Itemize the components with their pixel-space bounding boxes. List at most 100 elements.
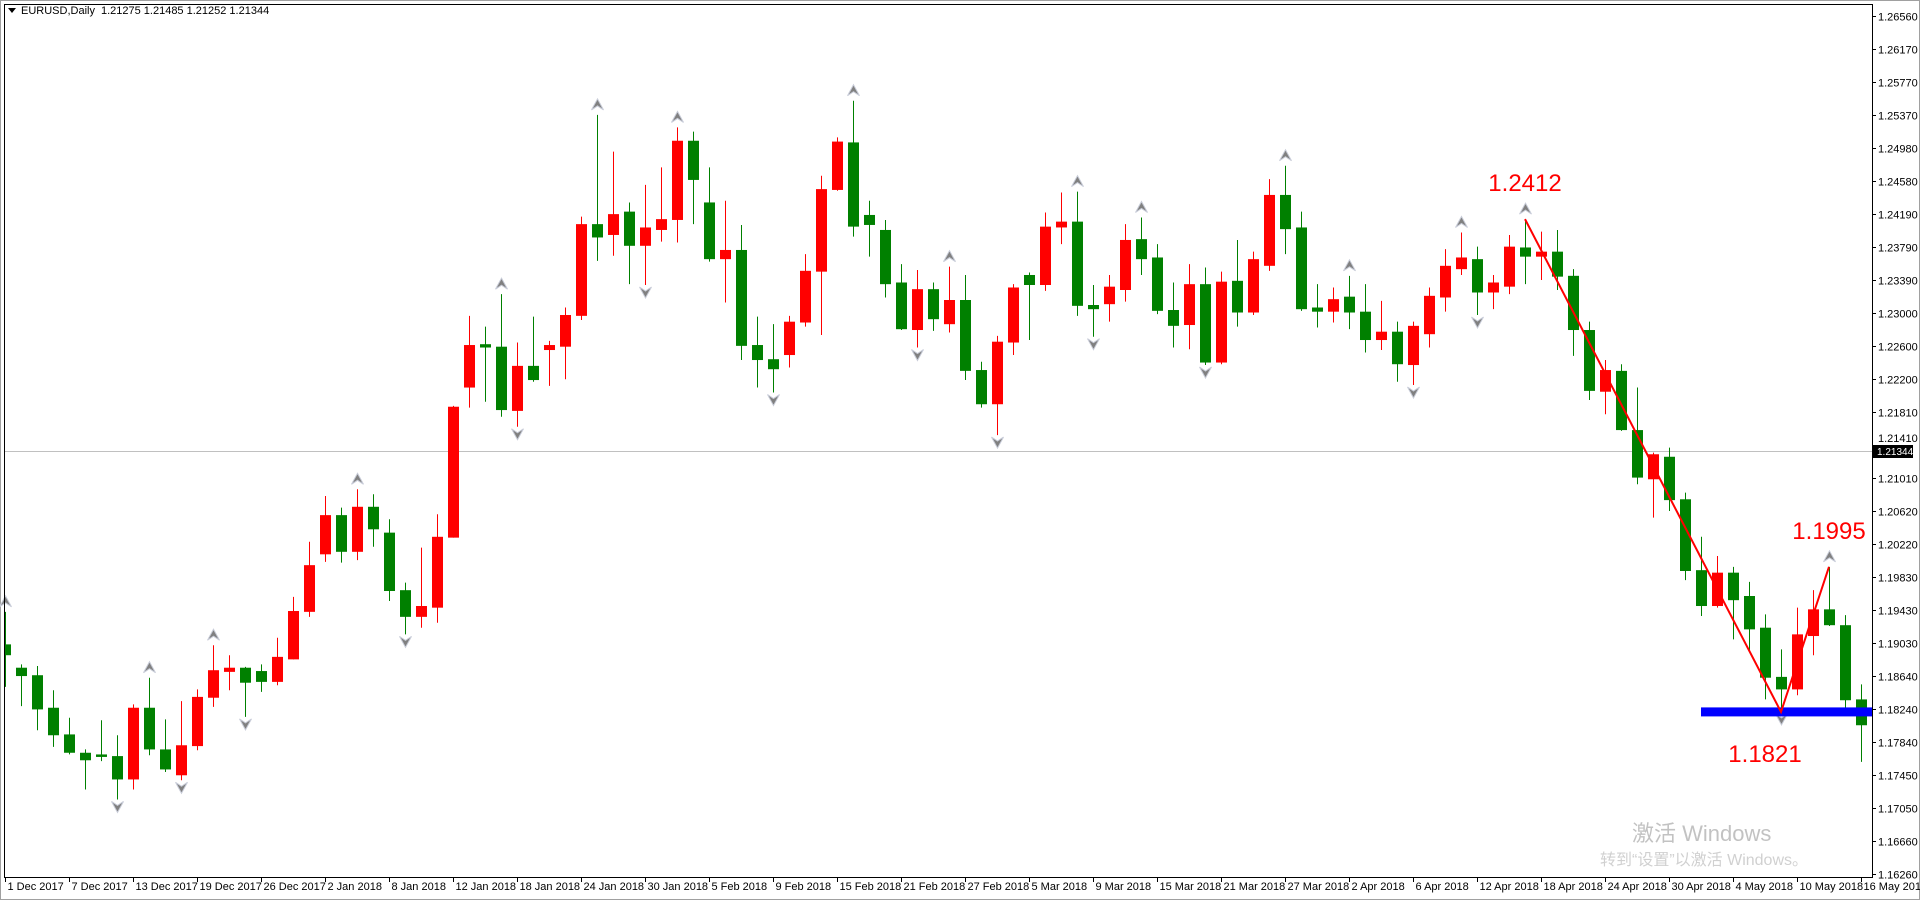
candle bbox=[1296, 212, 1307, 311]
fractal-down-arrow-icon bbox=[400, 636, 412, 647]
candle bbox=[400, 583, 411, 635]
candle bbox=[1472, 247, 1483, 315]
y-axis-label: 1.19830 bbox=[1878, 573, 1918, 585]
candle bbox=[736, 225, 747, 360]
candle bbox=[352, 489, 363, 560]
fractal-down-arrow-icon bbox=[512, 429, 524, 440]
candle bbox=[1136, 217, 1147, 275]
candle bbox=[1280, 166, 1291, 254]
y-axis-label: 1.21010 bbox=[1878, 474, 1918, 486]
candle bbox=[752, 317, 763, 388]
bear-candle-body bbox=[1280, 195, 1291, 229]
bear-candle-body bbox=[624, 212, 635, 246]
y-axis-label: 1.20620 bbox=[1878, 507, 1918, 519]
candle bbox=[1488, 275, 1499, 309]
candle bbox=[640, 185, 651, 285]
x-axis-label: 18 Apr 2018 bbox=[1544, 881, 1603, 893]
y-axis-label: 1.18240 bbox=[1878, 705, 1918, 717]
bear-candle-body bbox=[336, 515, 347, 552]
candle bbox=[816, 176, 827, 335]
bull-candle-body bbox=[352, 507, 363, 552]
fractal-down-arrow-icon bbox=[1408, 387, 1420, 398]
candle bbox=[1008, 284, 1019, 355]
candle bbox=[1120, 224, 1131, 302]
bear-candle-body bbox=[240, 668, 251, 683]
candle bbox=[1744, 582, 1755, 651]
bear-candle-body bbox=[960, 300, 971, 371]
candle bbox=[1040, 212, 1051, 290]
bull-candle-body bbox=[1184, 284, 1195, 325]
bear-candle-body bbox=[80, 753, 91, 761]
dropdown-triangle-icon[interactable] bbox=[8, 8, 16, 13]
x-axis-label: 21 Feb 2018 bbox=[904, 881, 966, 893]
bull-candle-body bbox=[1264, 195, 1275, 266]
x-axis-label: 27 Feb 2018 bbox=[968, 881, 1030, 893]
x-axis-label: 2 Jan 2018 bbox=[328, 881, 382, 893]
candle bbox=[496, 294, 507, 417]
bull-candle-body bbox=[1376, 332, 1387, 340]
fractal-down-arrow-icon bbox=[912, 350, 924, 361]
y-axis-label: 1.17050 bbox=[1878, 804, 1918, 816]
bull-candle-body bbox=[656, 219, 667, 230]
x-axis-label: 24 Apr 2018 bbox=[1608, 881, 1667, 893]
fractal-down-arrow-icon bbox=[112, 801, 124, 812]
bull-candle-body bbox=[672, 141, 683, 220]
bear-candle-body bbox=[400, 590, 411, 617]
fractal-down-arrow-icon bbox=[768, 395, 780, 406]
candle bbox=[1840, 615, 1851, 714]
ohlc-values: 1.21275 1.21485 1.21252 1.21344 bbox=[101, 5, 269, 17]
candle bbox=[944, 267, 955, 333]
y-axis-label: 1.24580 bbox=[1878, 177, 1918, 189]
bear-candle-body bbox=[1840, 625, 1851, 700]
fractal-up-arrow-icon bbox=[848, 85, 860, 96]
candle bbox=[160, 719, 171, 772]
candle bbox=[592, 115, 603, 261]
candle bbox=[1344, 276, 1355, 329]
candle bbox=[1648, 453, 1659, 518]
bear-candle-body bbox=[704, 202, 715, 259]
bear-candle-body bbox=[1744, 596, 1755, 629]
candle bbox=[1408, 322, 1419, 385]
candle bbox=[448, 406, 459, 538]
y-axis-label: 1.16260 bbox=[1878, 870, 1918, 882]
candle bbox=[976, 362, 987, 408]
bear-candle-body bbox=[928, 289, 939, 319]
zigzag-price-label: 1.2412 bbox=[1488, 170, 1561, 197]
y-axis-label: 1.18640 bbox=[1878, 672, 1918, 684]
candle bbox=[864, 201, 875, 257]
bear-candle-body bbox=[768, 359, 779, 369]
candle bbox=[896, 264, 907, 330]
bull-candle-body bbox=[544, 345, 555, 350]
candle bbox=[416, 548, 427, 628]
candle bbox=[848, 101, 859, 237]
bull-candle-body bbox=[512, 366, 523, 411]
x-axis-label: 26 Dec 2017 bbox=[264, 881, 326, 893]
bull-candle-body bbox=[416, 606, 427, 617]
fractal-up-arrow-icon bbox=[1344, 260, 1356, 271]
bull-candle-body bbox=[560, 315, 571, 347]
fractal-up-arrow-icon bbox=[592, 99, 604, 110]
fractal-up-arrow-icon bbox=[0, 596, 12, 607]
candle bbox=[112, 735, 123, 799]
bull-candle-body bbox=[464, 345, 475, 388]
bear-candle-body bbox=[48, 708, 59, 736]
activation-watermark: 激活 Windows bbox=[1632, 816, 1771, 848]
candle bbox=[240, 667, 251, 717]
fractal-up-arrow-icon bbox=[944, 251, 956, 262]
candle bbox=[1504, 235, 1515, 294]
bull-candle-body bbox=[912, 289, 923, 330]
candle bbox=[1248, 252, 1259, 315]
x-axis-label: 4 May 2018 bbox=[1736, 881, 1793, 893]
candle bbox=[1152, 244, 1163, 314]
bear-candle-body bbox=[1664, 457, 1675, 500]
x-axis-label: 24 Jan 2018 bbox=[584, 881, 645, 893]
candle bbox=[656, 167, 667, 241]
candle bbox=[1536, 232, 1547, 280]
candle bbox=[1424, 287, 1435, 347]
fractal-up-arrow-icon bbox=[1824, 551, 1836, 562]
bear-candle-body bbox=[1296, 227, 1307, 309]
support-level-line[interactable] bbox=[1701, 707, 1872, 716]
bear-candle-body bbox=[1824, 609, 1835, 625]
